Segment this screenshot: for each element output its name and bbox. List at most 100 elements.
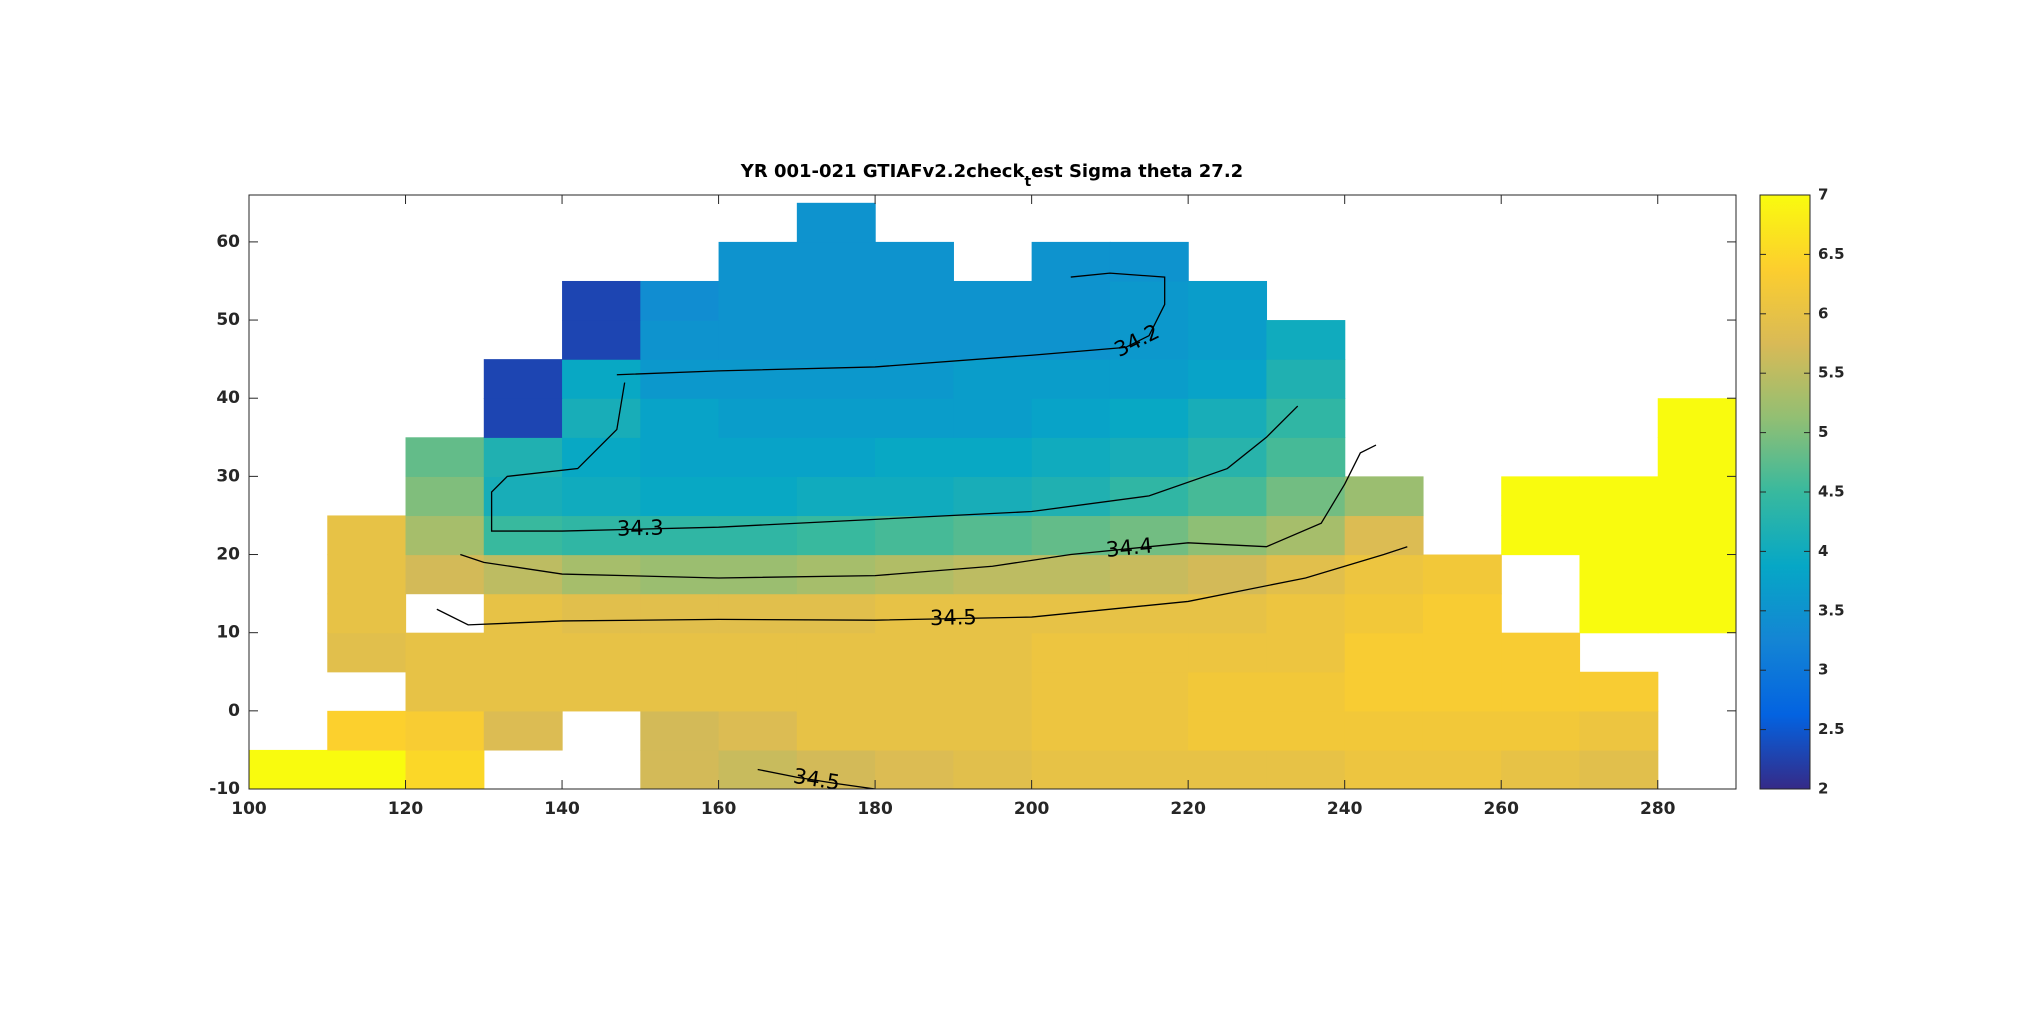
field-cell — [1657, 593, 1736, 634]
y-tick-label: 10 — [216, 623, 240, 643]
field-cell — [1109, 593, 1189, 634]
field-cell — [483, 359, 563, 399]
x-tick-label: 160 — [701, 799, 737, 819]
field-cell — [796, 710, 876, 751]
field-cell — [1109, 554, 1189, 595]
field-cell — [483, 632, 563, 673]
field-cell — [1109, 632, 1189, 673]
colorbar-tick-label: 3 — [1818, 661, 1828, 679]
field-cell — [1031, 671, 1111, 712]
field-cell — [1031, 280, 1111, 321]
x-tick-label: 260 — [1483, 799, 1519, 819]
field-cell — [1422, 710, 1502, 751]
field-cell — [875, 710, 954, 751]
field-cell — [640, 398, 720, 438]
field-cell — [327, 593, 407, 634]
field-cell — [1266, 359, 1346, 399]
field-cell — [1266, 515, 1346, 556]
field-cell — [875, 476, 954, 517]
field-cell — [405, 476, 485, 517]
title-subscript: t — [1024, 174, 1031, 190]
field-cell — [327, 515, 407, 556]
y-tick-label: -10 — [209, 779, 240, 799]
field-cell — [796, 202, 876, 243]
x-tick-label: 140 — [544, 799, 580, 819]
field-cell — [1031, 515, 1111, 556]
field-cell — [875, 671, 954, 712]
field-cell — [640, 749, 720, 789]
colorbar-tick-label: 6.5 — [1818, 245, 1845, 263]
field-cell — [327, 632, 407, 673]
field-cell — [1266, 593, 1346, 634]
field-cell — [1109, 710, 1189, 751]
field-cell — [796, 749, 876, 789]
field-cell — [483, 554, 563, 595]
field-cell — [1188, 749, 1268, 789]
field-cell — [1344, 749, 1424, 789]
field-cell — [796, 671, 876, 712]
field-cell — [1109, 280, 1189, 321]
field-cell — [953, 476, 1033, 517]
field-cell — [1031, 359, 1111, 399]
x-tick-label: 280 — [1640, 799, 1676, 819]
field-cell — [1031, 554, 1111, 595]
contour-label: 34.3 — [617, 516, 664, 541]
field-cell — [1657, 554, 1736, 595]
field-cell — [718, 398, 798, 438]
x-tick-label: 120 — [388, 799, 424, 819]
field-cell — [796, 320, 876, 360]
y-tick-label: 50 — [216, 310, 240, 330]
field-cell — [718, 671, 798, 712]
colorbar — [1759, 194, 1811, 790]
field-cell — [1266, 632, 1346, 673]
field-cell — [1266, 710, 1346, 751]
field-cell — [1188, 593, 1268, 634]
field-cell — [875, 749, 954, 789]
field-cell — [1266, 320, 1346, 360]
field-cell — [1031, 710, 1111, 751]
field-cell — [640, 632, 720, 673]
field-cell — [483, 593, 563, 634]
field-cell — [1266, 554, 1346, 595]
field-cell — [640, 320, 720, 360]
field-cell — [405, 671, 485, 712]
field-cell — [1501, 515, 1581, 556]
field-cell — [640, 359, 720, 399]
field-cell — [405, 632, 485, 673]
field-cell — [1109, 241, 1189, 282]
field-cell — [1579, 554, 1659, 595]
field-cell — [562, 476, 641, 517]
field-cell — [1266, 671, 1346, 712]
field-cell — [562, 632, 641, 673]
field-cell — [562, 593, 641, 634]
field-cell — [640, 476, 720, 517]
colorbar-tick-label: 6 — [1818, 304, 1828, 322]
y-tick-label: 20 — [216, 545, 240, 565]
y-tick-label: 40 — [216, 388, 240, 408]
field-cell — [483, 476, 563, 517]
field-cell — [405, 749, 485, 789]
field-cell — [718, 359, 798, 399]
x-tick-label: 240 — [1327, 799, 1363, 819]
field-cell — [1422, 749, 1502, 789]
field-cell — [1188, 710, 1268, 751]
field-cell — [640, 515, 720, 556]
field-cell — [953, 280, 1033, 321]
field-cell — [796, 241, 876, 282]
colorbar-tick-label: 2 — [1818, 780, 1828, 798]
field — [249, 202, 1736, 789]
field-cell — [1422, 632, 1502, 673]
field-cell — [718, 320, 798, 360]
field-cell — [1188, 320, 1268, 360]
plot-frame — [248, 194, 1737, 790]
field-cell — [953, 710, 1033, 751]
field-cell — [640, 280, 720, 321]
field-cell — [1422, 554, 1502, 595]
field-cell — [1109, 515, 1189, 556]
field-cell — [796, 476, 876, 517]
field-cell — [875, 280, 954, 321]
y-tick-label: 0 — [228, 701, 240, 721]
field-cell — [1109, 671, 1189, 712]
field-cell — [1579, 671, 1659, 712]
